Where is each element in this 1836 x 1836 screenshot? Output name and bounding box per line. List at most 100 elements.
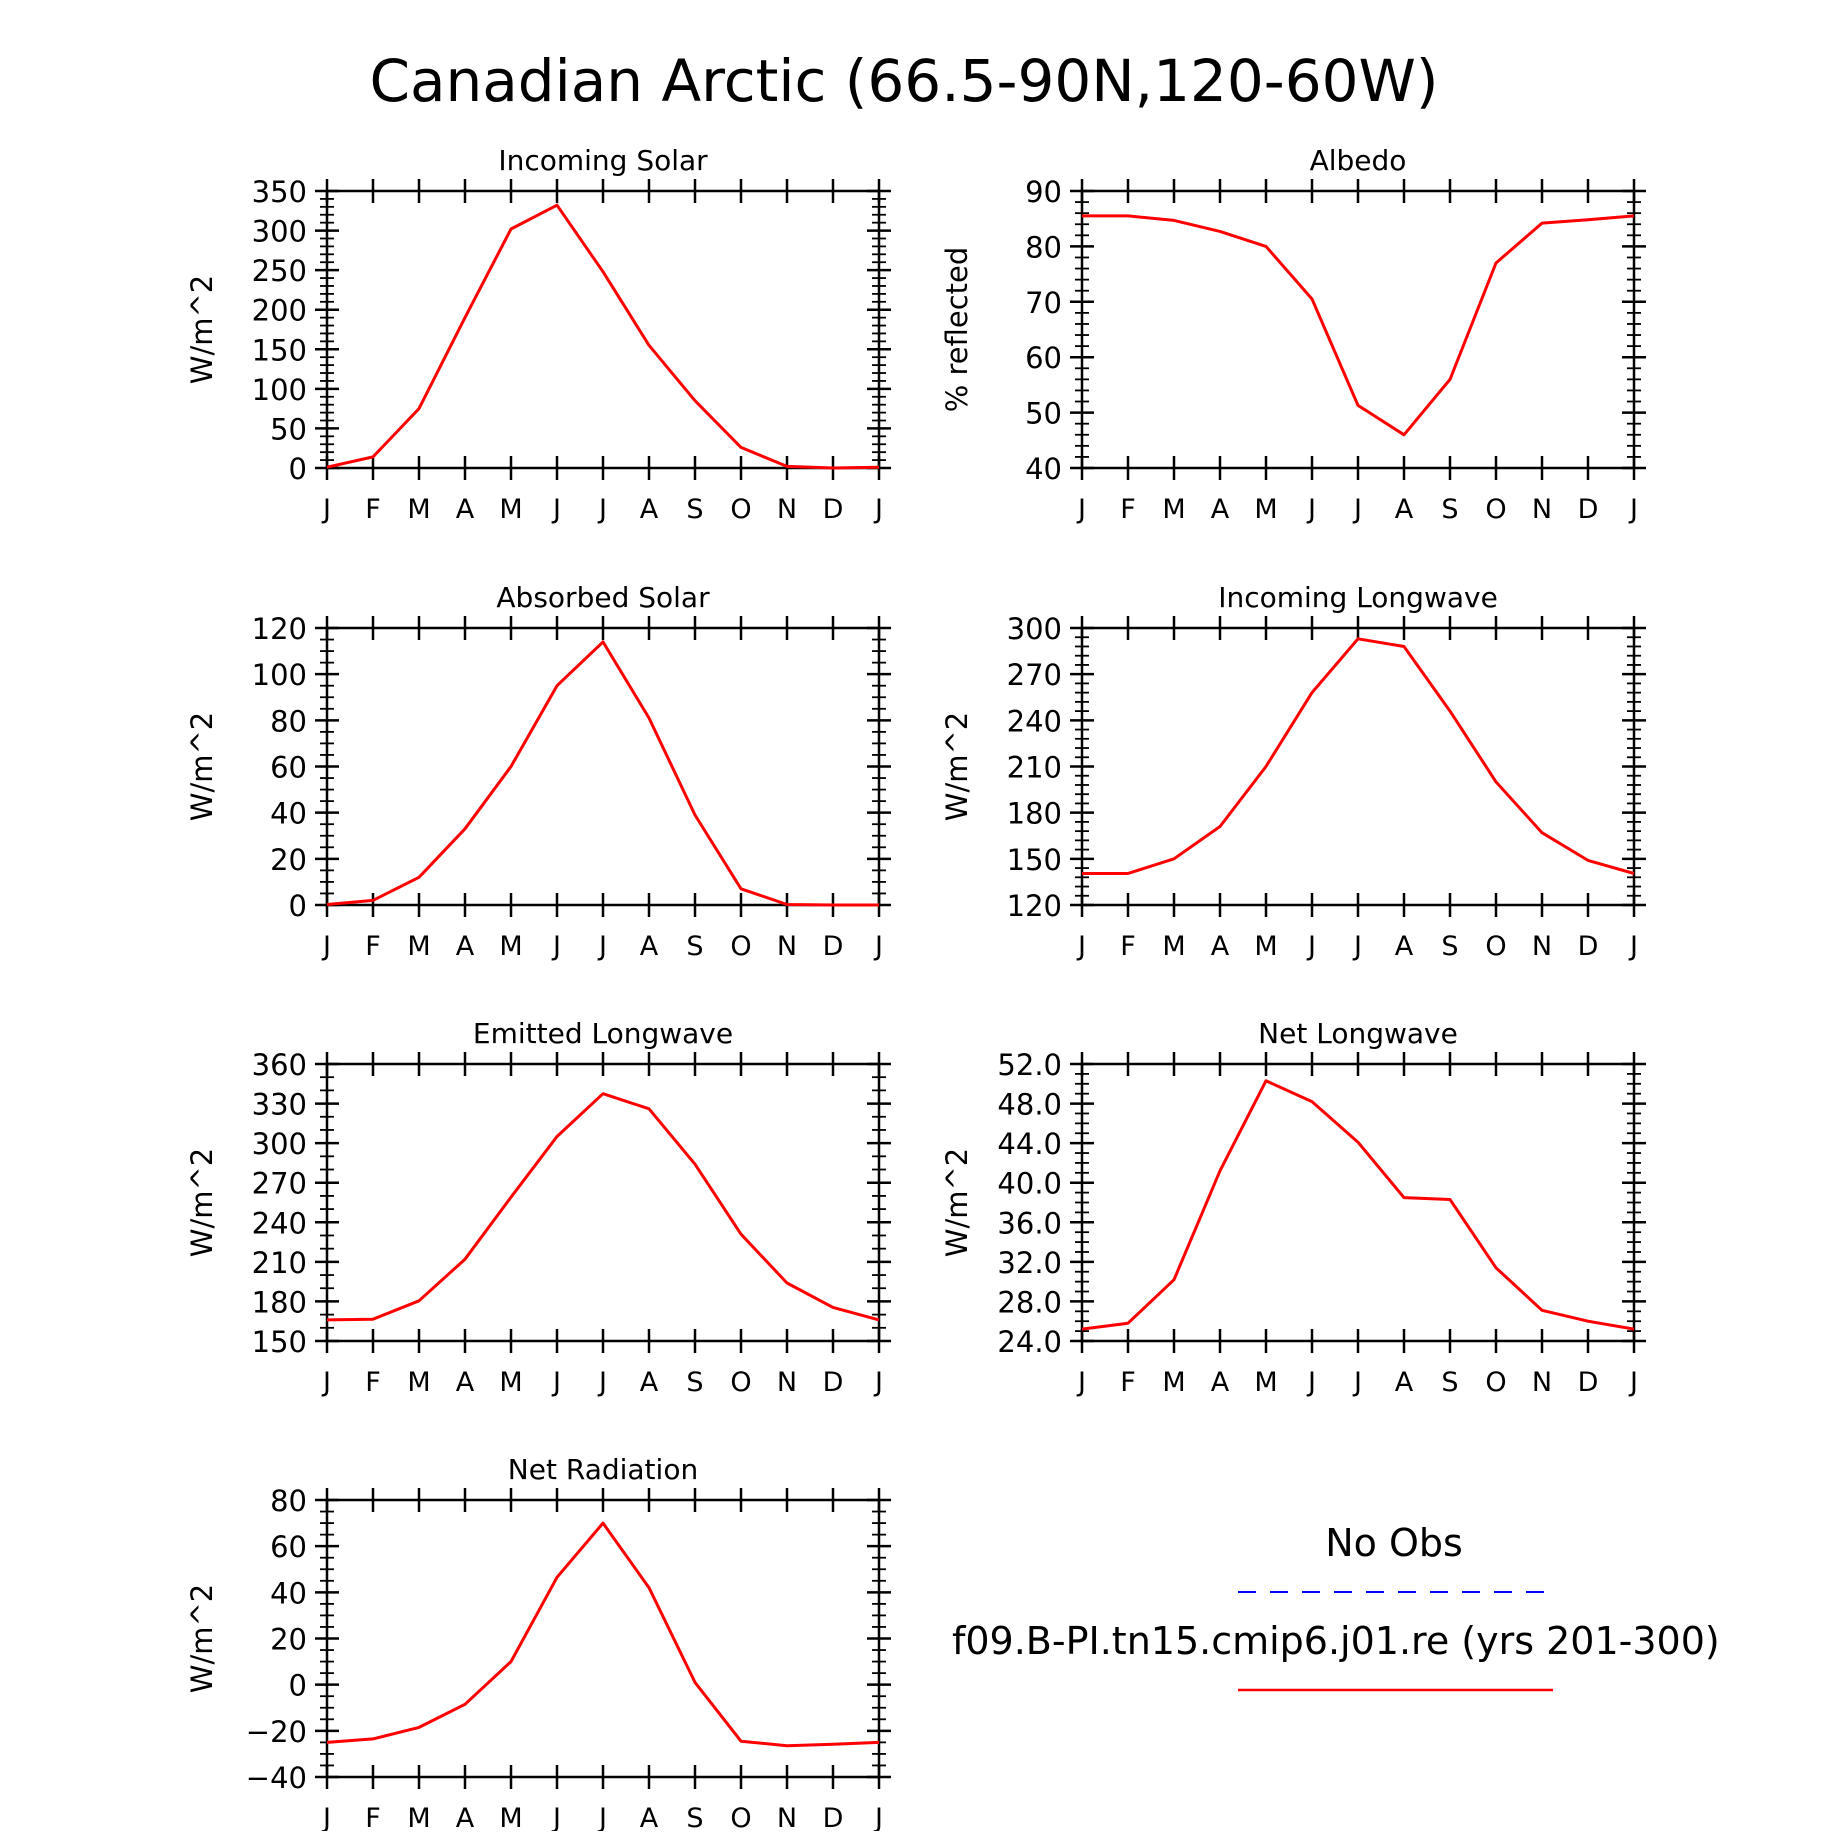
x-tick-label: O <box>730 1803 751 1831</box>
x-tick-label: S <box>1441 494 1458 525</box>
y-tick-label: 120 <box>252 612 307 646</box>
y-tick-label: 100 <box>252 373 307 407</box>
y-tick-label: 210 <box>252 1246 307 1280</box>
legend-model-label: f09.B-PI.tn15.cmip6.j01.re (yrs 201-300) <box>952 1619 1720 1663</box>
x-tick-label: O <box>730 1367 751 1398</box>
x-tick-label: J <box>873 494 883 525</box>
panel-title: Emitted Longwave <box>473 1017 733 1050</box>
x-tick-label: O <box>730 931 751 962</box>
x-tick-label: J <box>873 1803 883 1831</box>
y-tick-label: −20 <box>246 1715 307 1749</box>
x-tick-label: J <box>1306 1367 1316 1398</box>
x-tick-label: S <box>1441 931 1458 962</box>
x-tick-label: S <box>686 1367 703 1398</box>
x-tick-label: J <box>1628 931 1638 962</box>
x-tick-label: J <box>597 1803 607 1831</box>
x-tick-label: M <box>407 931 430 962</box>
x-tick-label: M <box>1162 1367 1185 1398</box>
y-tick-label: 32.0 <box>997 1246 1062 1280</box>
y-tick-label: 360 <box>252 1048 307 1082</box>
x-tick-label: J <box>1306 494 1316 525</box>
y-tick-label: 80 <box>270 704 307 738</box>
x-tick-label: A <box>1395 931 1414 962</box>
x-tick-label: J <box>551 494 561 525</box>
y-axis-label: W/m^2 <box>940 1148 974 1257</box>
x-tick-label: A <box>640 494 659 525</box>
y-tick-label: 70 <box>1025 286 1062 320</box>
y-tick-label: 100 <box>252 658 307 692</box>
plot-frame <box>325 189 881 470</box>
y-tick-label: 90 <box>1025 175 1062 209</box>
x-tick-label: F <box>365 931 381 962</box>
x-tick-label: J <box>597 494 607 525</box>
y-tick-label: 44.0 <box>997 1127 1062 1161</box>
x-tick-label: A <box>1395 1367 1414 1398</box>
y-tick-label: 180 <box>1007 797 1062 831</box>
y-tick-label: 250 <box>252 254 307 288</box>
y-tick-label: 50 <box>1025 397 1062 431</box>
y-tick-label: 300 <box>252 1127 307 1161</box>
panel-title: Incoming Solar <box>498 144 708 177</box>
x-tick-label: F <box>1120 931 1136 962</box>
panel-title: Incoming Longwave <box>1218 581 1498 614</box>
panel-incoming-longwave: Incoming Longwave 120 150 180 210 240 270 300 J F… <box>940 581 1646 962</box>
y-tick-label: 180 <box>252 1285 307 1319</box>
x-tick-label: A <box>1211 1367 1230 1398</box>
y-tick-label: 20 <box>270 843 307 877</box>
x-tick-label: D <box>1578 931 1599 962</box>
x-tick-label: D <box>823 931 844 962</box>
y-axis-label: % reflected <box>940 247 974 413</box>
x-tick-label: J <box>551 1803 561 1831</box>
x-tick-label: A <box>456 1367 475 1398</box>
x-tick-label: J <box>1352 1367 1362 1398</box>
y-tick-label: 0 <box>289 889 307 923</box>
y-tick-label: 40 <box>1025 452 1062 486</box>
x-tick-label: F <box>1120 1367 1136 1398</box>
x-tick-label: O <box>1485 494 1506 525</box>
y-axis-label: W/m^2 <box>185 712 219 821</box>
y-tick-label: 0 <box>289 452 307 486</box>
series-line <box>1081 1079 1635 1331</box>
x-tick-label: F <box>365 1367 381 1398</box>
x-tick-label: J <box>1628 1367 1638 1398</box>
x-tick-label: J <box>873 1367 883 1398</box>
x-tick-label: N <box>1532 931 1552 962</box>
x-tick-label: A <box>640 1803 659 1831</box>
x-tick-label: N <box>777 494 797 525</box>
x-tick-label: J <box>321 1803 331 1831</box>
y-tick-label: 270 <box>252 1167 307 1201</box>
plot-frame <box>1080 189 1636 470</box>
panel-title: Net Longwave <box>1258 1017 1458 1050</box>
plot-frame <box>1080 1062 1636 1343</box>
series-line <box>326 1092 880 1322</box>
x-tick-label: M <box>1254 494 1277 525</box>
y-tick-label: 24.0 <box>997 1325 1062 1359</box>
plot-frame <box>325 626 881 907</box>
x-tick-label: A <box>1211 494 1230 525</box>
x-tick-label: J <box>1628 494 1638 525</box>
x-tick-label: S <box>686 1803 703 1831</box>
x-tick-label: F <box>365 1803 381 1831</box>
y-tick-label: 210 <box>1007 751 1062 785</box>
y-tick-label: 50 <box>270 412 307 446</box>
y-tick-label: 40.0 <box>997 1167 1062 1201</box>
x-tick-label: D <box>823 1803 844 1831</box>
legend-obs-label: No Obs <box>1325 1521 1463 1565</box>
x-tick-label: M <box>407 1803 430 1831</box>
x-tick-label: D <box>823 494 844 525</box>
x-tick-label: J <box>597 1367 607 1398</box>
x-tick-label: M <box>1162 931 1185 962</box>
x-tick-label: D <box>1578 1367 1599 1398</box>
legend: No Obs f09.B-PI.tn15.cmip6.j01.re (yrs 2… <box>952 1521 1720 1692</box>
panel-emitted-longwave: Emitted Longwave 150 180 210 240 270 300 330 360… <box>185 1017 891 1398</box>
panel-title: Albedo <box>1310 144 1407 177</box>
x-tick-label: M <box>499 931 522 962</box>
plot-frame <box>325 1498 881 1779</box>
x-tick-label: J <box>551 1367 561 1398</box>
y-tick-label: 20 <box>270 1623 307 1657</box>
